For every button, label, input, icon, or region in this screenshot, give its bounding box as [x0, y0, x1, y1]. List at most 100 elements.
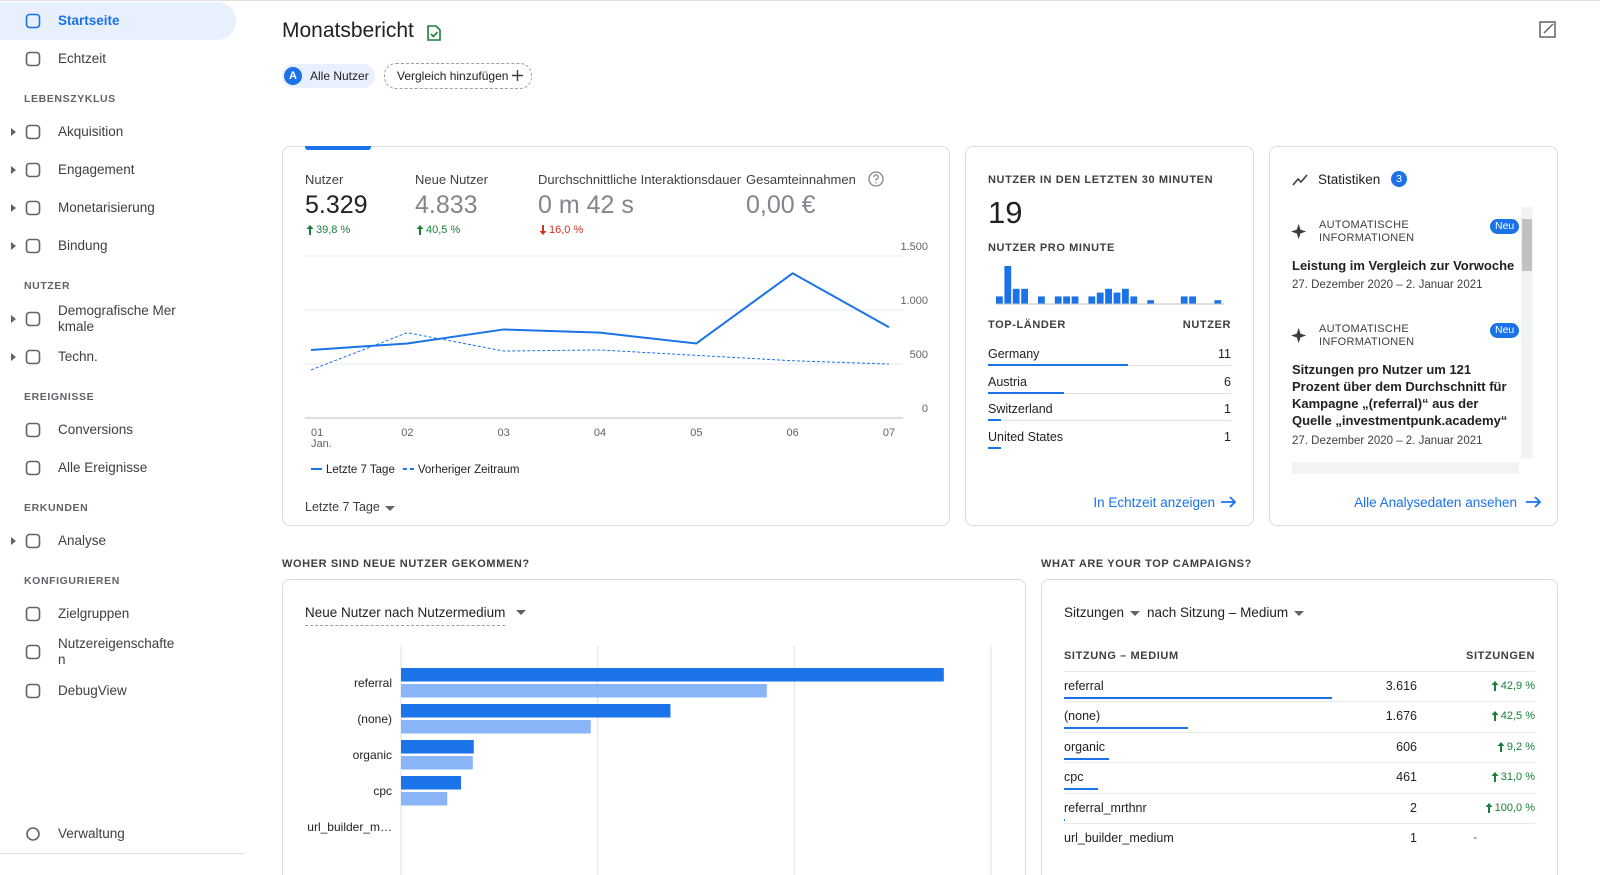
sparkle-icon [1292, 327, 1310, 345]
bar [1004, 266, 1011, 304]
trend-arrow [1485, 803, 1493, 813]
nav-item[interactable]: Nutzereigenschaften [58, 636, 176, 668]
icon-shape [27, 462, 40, 475]
icon-shape [1293, 175, 1307, 185]
segment-label: Alle Nutzer [310, 69, 369, 83]
new-badge: Neu [1490, 219, 1519, 234]
session-count: 461 [1396, 770, 1417, 784]
nav-item[interactable]: DebugView [58, 683, 127, 698]
nav-item[interactable]: Zielgruppen [58, 606, 129, 621]
column-header: SITZUNGEN [1466, 650, 1535, 662]
medium-name[interactable]: cpc [1064, 770, 1083, 784]
icon-shape [27, 15, 40, 28]
nav-item[interactable]: Techn. [58, 349, 98, 364]
nav-item[interactable]: Alle Ereignisse [58, 460, 147, 475]
arrow [1491, 772, 1498, 782]
icon-shape [27, 126, 40, 139]
icon-shape [27, 164, 40, 177]
range-selector[interactable]: Letzte 7 Tage [305, 500, 380, 514]
session-change: 42,9 % [1501, 680, 1535, 692]
expand-caret [11, 242, 16, 250]
expand-caret [11, 166, 16, 174]
row-divider [1128, 365, 1231, 366]
nav-heading: KONFIGURIEREN [24, 575, 120, 587]
y-tick-label: organic [353, 748, 392, 762]
medium-name[interactable]: (none) [1064, 709, 1100, 723]
medium-name[interactable]: url_builder_medium [1064, 831, 1174, 845]
nav-item[interactable]: Bindung [58, 238, 108, 253]
bar [1147, 300, 1154, 304]
icon-shape [27, 202, 40, 215]
insight-text[interactable]: Leistung im Vergleich zur Vorwoche [1292, 257, 1520, 274]
dimension-selector[interactable]: nach Sitzung – Medium [1147, 605, 1288, 620]
section-heading: WHAT ARE YOUR TOP CAMPAIGNS? [1041, 558, 1252, 570]
sparkle-icon [1292, 223, 1310, 241]
nav-item[interactable]: Echtzeit [58, 51, 106, 66]
session-count: 1 [1410, 831, 1417, 845]
caret [11, 537, 16, 545]
nav-item[interactable]: Analyse [58, 533, 106, 548]
arrow [1485, 803, 1492, 813]
nav-item[interactable]: Verwaltung [58, 826, 125, 841]
row-divider [1001, 420, 1231, 421]
insight-text[interactable]: Sitzungen pro Nutzer um 121 Prozent über… [1292, 361, 1520, 429]
plus-icon [512, 70, 523, 81]
bar [1122, 289, 1129, 304]
caret [1294, 611, 1304, 616]
realtime-value: 19 [988, 195, 1022, 231]
nav-icon [25, 606, 41, 622]
nav-icon [25, 533, 41, 549]
nav-icon [25, 826, 41, 842]
view-realtime-link[interactable]: In Echtzeit anzeigen [1093, 495, 1215, 510]
session-change: 9,2 % [1507, 741, 1535, 753]
nav-heading: LEBENSZYKLUS [24, 93, 116, 105]
row-divider [1064, 793, 1535, 794]
icon-shape [27, 646, 40, 659]
card-heading: NUTZER IN DEN LETZTEN 30 MINUTEN [988, 174, 1213, 186]
icon-shape [27, 685, 40, 698]
nav-item[interactable]: Conversions [58, 422, 133, 437]
icon-shape [27, 351, 40, 364]
session-change: 31,0 % [1501, 771, 1535, 783]
metric-selector[interactable]: Sitzungen [1064, 605, 1124, 620]
nav-item[interactable]: Akquisition [58, 124, 123, 139]
y-tick-label: 1.000 [900, 295, 928, 307]
y-tick-label: (none) [357, 712, 392, 726]
medium-name[interactable]: referral_mrthnr [1064, 801, 1147, 815]
y-tick-label: cpc [373, 784, 392, 798]
icon-shape [1291, 224, 1306, 239]
medium-name[interactable]: organic [1064, 740, 1105, 754]
nav-item[interactable]: Startseite [58, 13, 120, 28]
nav-icon [25, 200, 41, 216]
column-header: NUTZER [1183, 319, 1231, 331]
row-divider [1064, 701, 1535, 702]
count-badge: 3 [1391, 171, 1407, 187]
bar [401, 720, 591, 734]
icon-shape [27, 424, 40, 437]
icon-shape [27, 828, 39, 840]
medium-name[interactable]: referral [1064, 679, 1104, 693]
bar [1105, 289, 1112, 304]
country-bar [988, 392, 1064, 394]
column-header: TOP-LÄNDER [988, 319, 1066, 331]
session-bar [1064, 697, 1332, 699]
nav-icon [25, 683, 41, 699]
session-count: 606 [1396, 740, 1417, 754]
nav-item[interactable]: Monetarisierung [58, 200, 155, 215]
nav-item[interactable]: Demografische Merkmale [58, 303, 176, 335]
insight-kind: AUTOMATISCHE INFORMATIONEN [1319, 323, 1429, 349]
expand-caret [11, 128, 16, 136]
nav-icon [25, 644, 41, 660]
nav-heading: EREIGNISSE [24, 391, 94, 403]
trend-arrow [1491, 711, 1499, 721]
country-users: 1 [1224, 402, 1231, 416]
all-insights-link[interactable]: Alle Analysedaten ansehen [1354, 495, 1517, 510]
nav-item[interactable]: Engagement [58, 162, 135, 177]
trend-arrow [1491, 772, 1499, 782]
edit-icon[interactable] [1538, 19, 1558, 39]
caret [385, 506, 395, 511]
row-divider [1064, 823, 1535, 824]
